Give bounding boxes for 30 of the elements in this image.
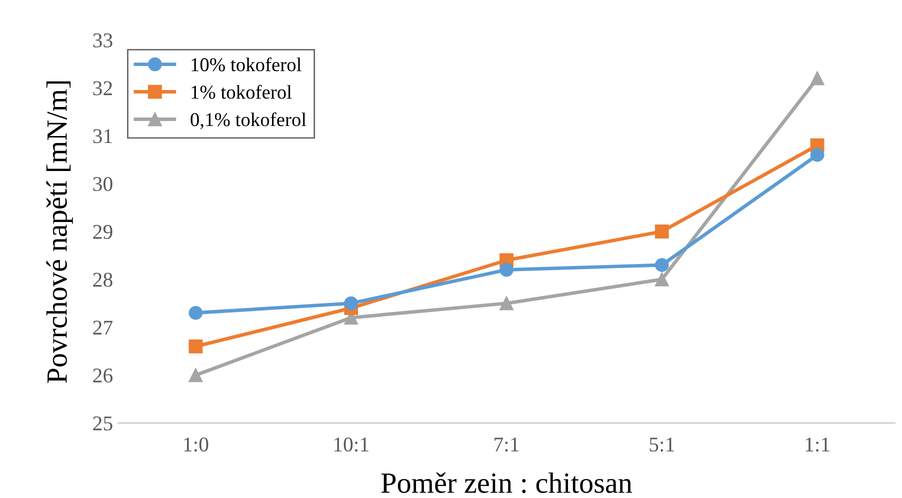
point — [654, 272, 669, 286]
x-tick-label: 1:0 — [184, 437, 208, 452]
x-tick-label: 1:1 — [806, 438, 830, 452]
point — [500, 296, 514, 310]
y-tick-label: 27 — [93, 320, 113, 334]
x-tick-label: 7:1 — [494, 438, 519, 452]
y-tick-label: 25 — [93, 416, 112, 430]
y-tick-label: 31 — [93, 129, 112, 144]
point — [654, 224, 669, 238]
point — [188, 339, 203, 354]
legend-label: 1% tokoferol — [192, 84, 292, 99]
point — [344, 296, 358, 310]
y-tick-label: 28 — [93, 272, 112, 287]
point — [810, 71, 824, 86]
point — [188, 368, 203, 382]
x-tick-label: 10:1 — [334, 437, 368, 452]
y-axis-title: Povrchové napětí [mN/m] — [46, 81, 73, 383]
point — [188, 306, 203, 320]
y-tick-label: 30 — [93, 177, 112, 192]
y-tick-label: 26 — [93, 368, 113, 383]
y-tick-label: 33 — [93, 33, 112, 48]
y-tick-label: 29 — [93, 224, 112, 239]
point — [500, 262, 514, 277]
legend-label: 0,1% tokoferol — [190, 112, 306, 130]
y-tick-label: 32 — [93, 81, 112, 96]
x-axis-title: Poměr zein : chitosan — [381, 472, 632, 494]
x-tick-label: 5:1 — [650, 438, 674, 452]
legend-label: 10% tokoferol — [192, 57, 302, 72]
point — [654, 258, 669, 272]
point — [810, 148, 824, 162]
